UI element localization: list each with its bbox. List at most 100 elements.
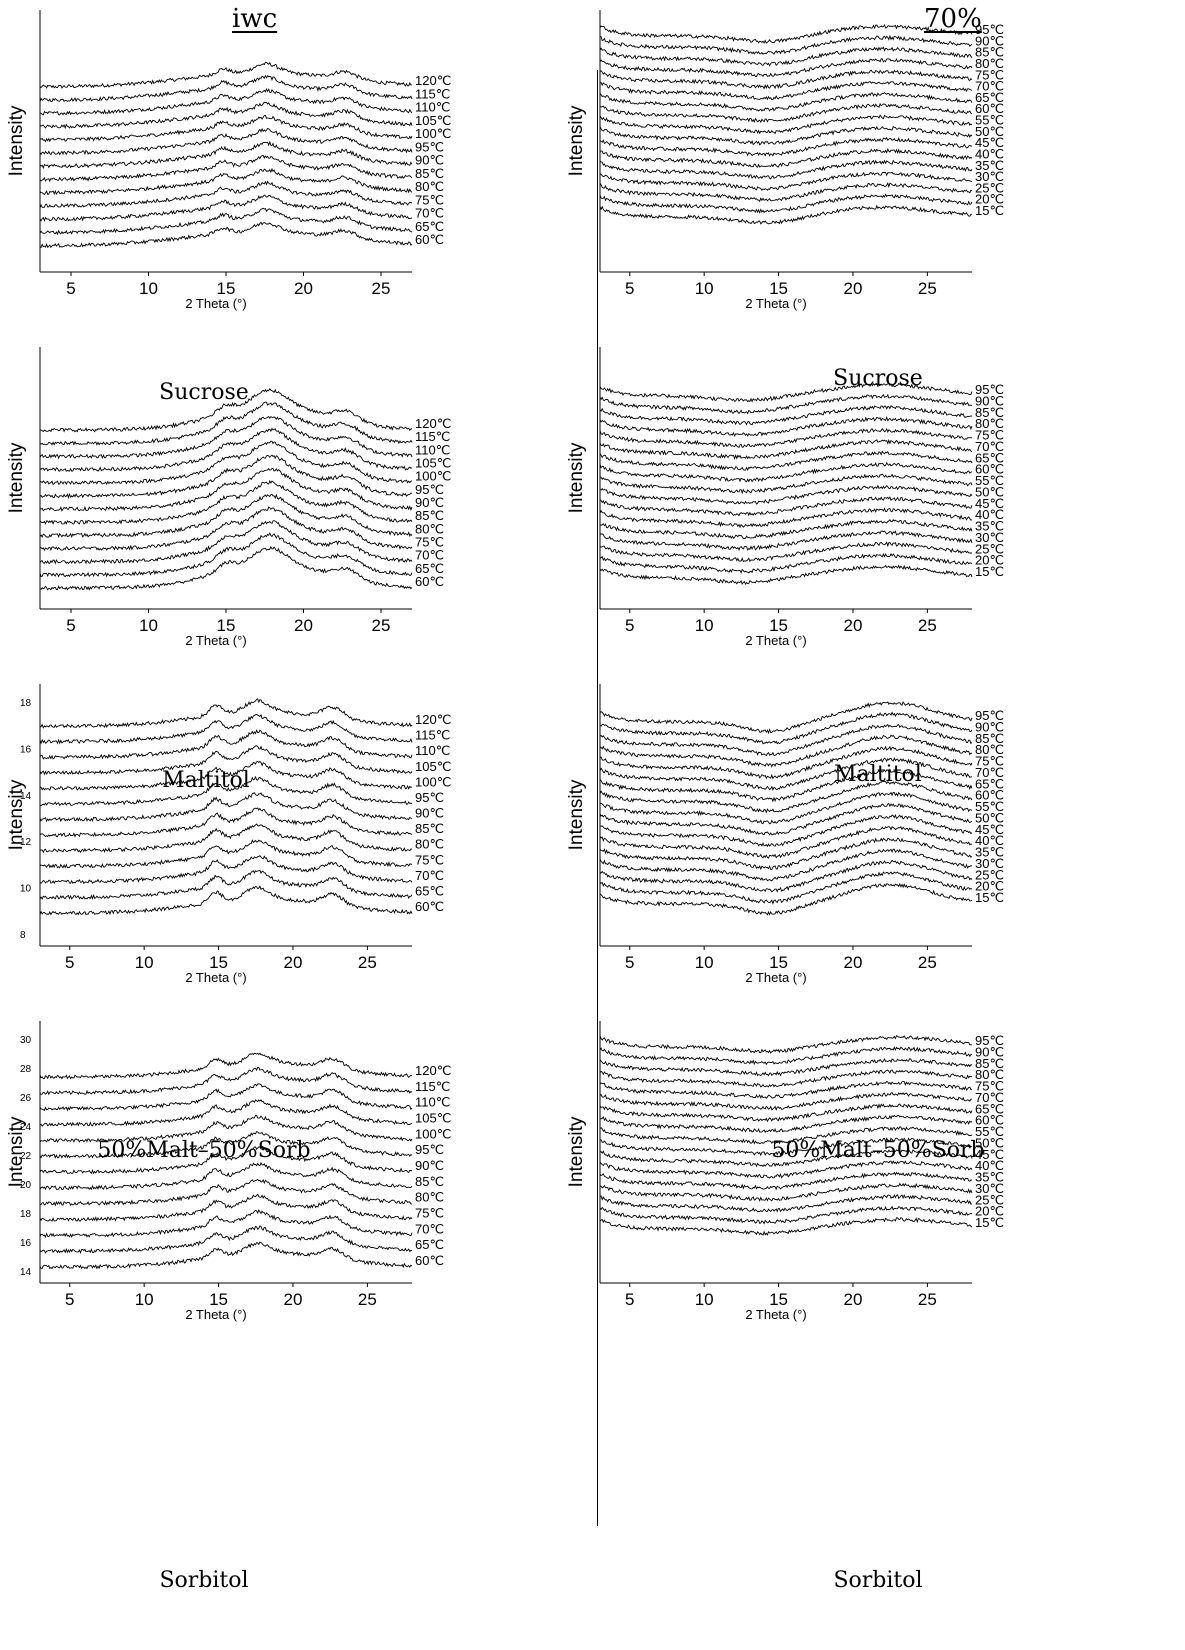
series-label: 105℃ bbox=[415, 456, 451, 471]
y-axis-label: Intensity bbox=[6, 442, 27, 513]
series-label: 35℃ bbox=[975, 519, 1004, 534]
series-trace bbox=[599, 859, 973, 893]
x-tick-label: 5 bbox=[65, 953, 74, 972]
panel-caption: 50%Malt–50%Sorb bbox=[771, 1138, 985, 1163]
series-label: 95℃ bbox=[975, 708, 1004, 723]
series-trace bbox=[599, 791, 973, 825]
series-label: 115℃ bbox=[415, 1079, 450, 1094]
series-trace bbox=[599, 883, 973, 916]
x-axis-label: 2 Theta (°) bbox=[745, 296, 806, 311]
series-label: 70℃ bbox=[975, 765, 1004, 780]
series-label: 80℃ bbox=[975, 742, 1004, 757]
series-trace bbox=[599, 1058, 973, 1077]
series-label: 30℃ bbox=[975, 1181, 1004, 1196]
series-label: 70℃ bbox=[975, 439, 1004, 454]
series-label: 25℃ bbox=[975, 180, 1004, 195]
panel-caption: Sorbitol bbox=[159, 1568, 249, 1593]
x-tick-label: 25 bbox=[372, 616, 391, 635]
series-trace bbox=[39, 532, 413, 578]
series-label: 65℃ bbox=[415, 219, 444, 234]
series-label: 55℃ bbox=[975, 473, 1004, 488]
series-trace bbox=[599, 427, 973, 448]
y-tick-label: 26 bbox=[20, 1093, 32, 1104]
series-trace bbox=[39, 1114, 413, 1144]
series-label: 65℃ bbox=[975, 90, 1004, 105]
series-label: 100℃ bbox=[415, 469, 451, 484]
series-trace bbox=[599, 1092, 973, 1111]
series-label: 100℃ bbox=[415, 1126, 451, 1141]
series-label: 110℃ bbox=[415, 1095, 450, 1110]
series-trace bbox=[599, 1114, 973, 1134]
x-axis-label: 2 Theta (°) bbox=[185, 296, 246, 311]
series-label: 45℃ bbox=[975, 822, 1004, 837]
series-trace bbox=[39, 427, 413, 472]
series-label: 65℃ bbox=[975, 776, 1004, 791]
series-trace bbox=[599, 182, 973, 203]
y-tick-label: 24 bbox=[20, 1122, 32, 1133]
series-trace bbox=[599, 69, 973, 90]
series-trace bbox=[599, 826, 973, 859]
chart-panel-4: 5 10 15 20 25 2 Theta (°) Intensity 95℃90℃85℃80… bbox=[566, 347, 1004, 648]
series-trace bbox=[39, 823, 413, 854]
series-trace bbox=[39, 545, 413, 591]
chart-panel-3: 5 10 15 20 25 2 Theta (°) Intensity 120℃115℃110… bbox=[6, 347, 451, 648]
series-label: 85℃ bbox=[415, 166, 444, 181]
y-tick-label: 18 bbox=[20, 698, 32, 709]
series-trace bbox=[39, 807, 413, 838]
series-trace bbox=[599, 507, 973, 529]
series-trace bbox=[39, 839, 413, 869]
column-header-70-percent: 70% bbox=[924, 4, 982, 34]
series-label: 60℃ bbox=[975, 101, 1004, 116]
x-tick-label: 20 bbox=[283, 1290, 302, 1309]
series-trace bbox=[599, 1193, 973, 1213]
series-trace bbox=[39, 387, 413, 433]
series-trace bbox=[599, 745, 973, 780]
series-trace bbox=[599, 193, 973, 214]
series-trace bbox=[599, 711, 973, 745]
x-tick-label: 15 bbox=[769, 953, 788, 972]
series-label: 70℃ bbox=[415, 206, 444, 221]
series-trace bbox=[599, 1046, 973, 1066]
series-trace bbox=[39, 1052, 413, 1080]
y-tick-label: 14 bbox=[20, 1267, 32, 1278]
series-trace bbox=[599, 871, 973, 905]
series-trace bbox=[39, 855, 413, 885]
series-trace bbox=[599, 837, 973, 871]
series-trace bbox=[599, 148, 973, 168]
series-trace bbox=[599, 496, 973, 517]
series-label: 120℃ bbox=[415, 1063, 451, 1078]
series-trace bbox=[599, 530, 973, 552]
series-trace bbox=[39, 154, 413, 183]
series-trace bbox=[39, 114, 413, 143]
series-label: 85℃ bbox=[975, 45, 1004, 60]
series-label: 40℃ bbox=[975, 146, 1004, 161]
series-label: 60℃ bbox=[975, 462, 1004, 477]
series-trace bbox=[599, 171, 973, 191]
series-trace bbox=[39, 87, 413, 116]
y-tick-label: 8 bbox=[20, 930, 26, 941]
series-label: 90℃ bbox=[975, 1044, 1004, 1059]
series-trace bbox=[599, 1171, 973, 1191]
x-axis-label: 2 Theta (°) bbox=[185, 970, 246, 985]
series-trace bbox=[599, 1148, 973, 1168]
x-tick-label: 5 bbox=[66, 616, 75, 635]
series-label: 90℃ bbox=[975, 393, 1004, 408]
series-label: 25℃ bbox=[975, 867, 1004, 882]
series-trace bbox=[599, 473, 973, 495]
series-trace bbox=[599, 701, 973, 735]
series-trace bbox=[599, 780, 973, 814]
series-trace bbox=[39, 207, 413, 236]
series-trace bbox=[599, 114, 973, 135]
series-trace bbox=[600, 1137, 973, 1157]
series-label: 55℃ bbox=[975, 113, 1004, 128]
series-trace bbox=[599, 564, 973, 586]
series-trace bbox=[599, 1103, 973, 1123]
series-label: 15℃ bbox=[975, 203, 1004, 218]
series-trace bbox=[39, 1225, 413, 1254]
x-tick-label: 25 bbox=[918, 1290, 937, 1309]
series-label: 30℃ bbox=[975, 856, 1004, 871]
y-tick-label: 28 bbox=[20, 1064, 32, 1075]
series-label: 70℃ bbox=[415, 1221, 444, 1236]
series-label: 85℃ bbox=[975, 1056, 1004, 1071]
series-label: 100℃ bbox=[415, 774, 451, 789]
